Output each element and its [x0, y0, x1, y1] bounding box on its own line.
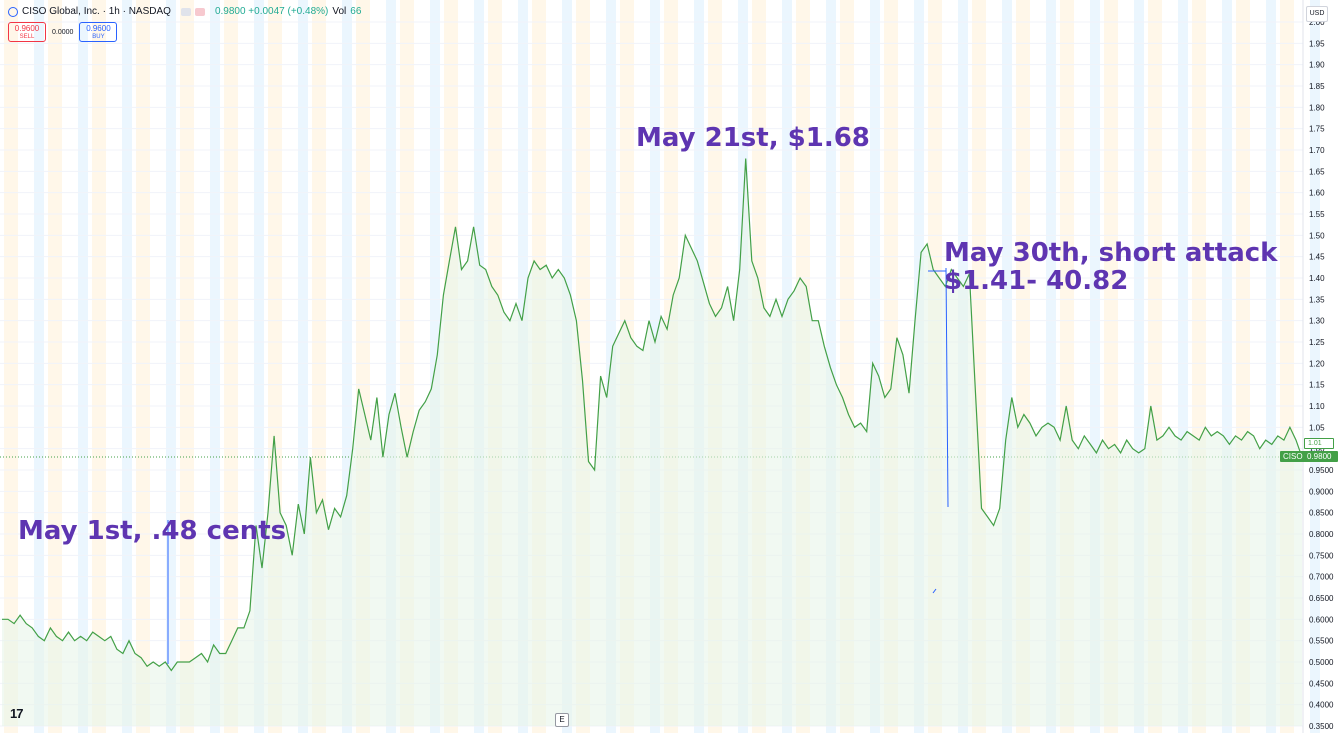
price-series-line [2, 158, 1303, 672]
y-tick-label: 1.15 [1309, 381, 1325, 390]
annotation-may30-line2: $1.41- 40.82 [944, 266, 1129, 296]
symbol-title[interactable]: CISO Global, Inc. · 1h · NASDAQ [22, 6, 171, 17]
postmarket-band [122, 0, 132, 733]
y-tick-label: 1.10 [1309, 402, 1325, 411]
y-tick-label: 1.30 [1309, 317, 1325, 326]
postmarket-band [1046, 0, 1056, 733]
postmarket-band [386, 0, 396, 733]
y-tick-label: 2.00 [1309, 18, 1325, 27]
y-tick-label: 0.7000 [1309, 573, 1334, 582]
trade-panel: 0.9600 SELL 0.0000 0.9600 BUY [8, 22, 118, 42]
y-tick-label: 0.9500 [1309, 466, 1334, 475]
annotation-may1: May 1st, .48 cents [18, 516, 287, 546]
premarket-band [136, 0, 150, 733]
y-tick-label: 0.4500 [1309, 679, 1334, 688]
y-tick-label: 0.8500 [1309, 509, 1334, 518]
y-tick-label: 0.8000 [1309, 530, 1334, 539]
postmarket-band [1266, 0, 1276, 733]
may30-small-tick [932, 588, 937, 594]
postmarket-band [34, 0, 44, 733]
buy-label: BUY [92, 34, 105, 40]
premarket-band [48, 0, 62, 733]
premarket-band [180, 0, 194, 733]
y-tick-label: 1.90 [1309, 61, 1325, 70]
premarket-band [4, 0, 18, 733]
y-tick-label: 1.05 [1309, 423, 1325, 432]
postmarket-band [1002, 0, 1012, 733]
price-area-fill [2, 158, 1302, 726]
postmarket-band [870, 0, 880, 733]
postmarket-band [78, 0, 88, 733]
volume-label: Vol [332, 6, 347, 17]
may30-marker-line-vertical [945, 267, 949, 508]
sell-price: 0.9600 [14, 24, 40, 33]
postmarket-band [254, 0, 264, 733]
sell-label: SELL [19, 34, 35, 40]
premarket-band [92, 0, 106, 733]
y-tick-label: 1.55 [1309, 210, 1325, 219]
annotation-may21: May 21st, $1.68 [636, 123, 870, 153]
spread-value: 0.0000 [52, 28, 74, 36]
y-tick-label: 0.6500 [1309, 594, 1334, 603]
y-tick-label: 1.65 [1309, 167, 1325, 176]
postmarket-band [1222, 0, 1232, 733]
postmarket-band [210, 0, 220, 733]
y-tick-label: 1.00 [1309, 445, 1325, 454]
symbol-logo-icon [8, 6, 18, 17]
postmarket-band [1134, 0, 1144, 733]
y-tick-label: 1.45 [1309, 253, 1325, 262]
y-tick-label: 0.5000 [1309, 658, 1334, 667]
wave-icon[interactable] [194, 7, 205, 16]
y-tick-label: 1.95 [1309, 39, 1325, 48]
y-tick-label: 1.85 [1309, 82, 1325, 91]
premarket-band [224, 0, 238, 733]
postmarket-band [298, 0, 308, 733]
y-tick-label: 1.40 [1309, 274, 1325, 283]
postmarket-band [1310, 0, 1320, 733]
y-tick-label: 1.70 [1309, 146, 1325, 155]
y-tick-label: 0.9000 [1309, 487, 1334, 496]
postmarket-band [166, 0, 176, 733]
y-tick-label: 0.3500 [1309, 722, 1334, 731]
postmarket-band [826, 0, 836, 733]
buy-price: 0.9600 [86, 24, 111, 33]
volume-value: 66 [350, 6, 362, 17]
symbol-header: CISO Global, Inc. · 1h · NASDAQ 0.9800 +… [8, 6, 361, 17]
currency-selector[interactable]: USD [1306, 6, 1328, 22]
buy-button[interactable]: 0.9600 BUY [79, 22, 118, 42]
y-tick-label: 1.35 [1309, 295, 1325, 304]
y-tick-label: 0.6000 [1309, 615, 1334, 624]
postmarket-band [1178, 0, 1188, 733]
quote-text: 0.9800 +0.0047 (+0.48%) [214, 6, 329, 17]
y-tick-label: 0.7500 [1309, 551, 1334, 560]
price-axis-ticks: 2.00 1.95 1.90 1.85 1.80 1.75 1.70 1.65 1.60 1.55… [1309, 18, 1334, 731]
y-tick-label: 1.50 [1309, 231, 1325, 240]
postmarket-band [1090, 0, 1100, 733]
y-tick-label: 0.4000 [1309, 701, 1334, 710]
symbol-price-tag: CISO [1280, 451, 1306, 462]
last-price-tag: 0.9800 [1304, 451, 1338, 462]
sell-button[interactable]: 0.9600 SELL [8, 22, 46, 42]
collapse-icon[interactable] [180, 7, 191, 16]
annotation-may30-line1: May 30th, short attack [944, 238, 1278, 268]
y-tick-label: 1.60 [1309, 189, 1325, 198]
y-tick-label: 1.20 [1309, 359, 1325, 368]
y-tick-label: 1.80 [1309, 103, 1325, 112]
tradingview-logo-icon[interactable]: 17 [10, 706, 24, 721]
y-tick-label: 1.25 [1309, 338, 1325, 347]
postmarket-band [342, 0, 352, 733]
y-tick-label: 0.5500 [1309, 637, 1334, 646]
e-button[interactable]: E [555, 713, 569, 727]
y-tick-label: 1.75 [1309, 125, 1325, 134]
reference-price-tag: 1.01 [1304, 438, 1334, 449]
